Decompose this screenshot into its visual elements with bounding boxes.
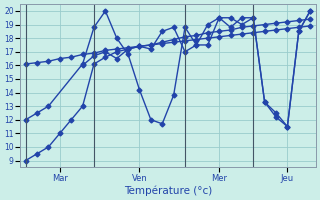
X-axis label: Température (°c): Température (°c): [124, 185, 212, 196]
